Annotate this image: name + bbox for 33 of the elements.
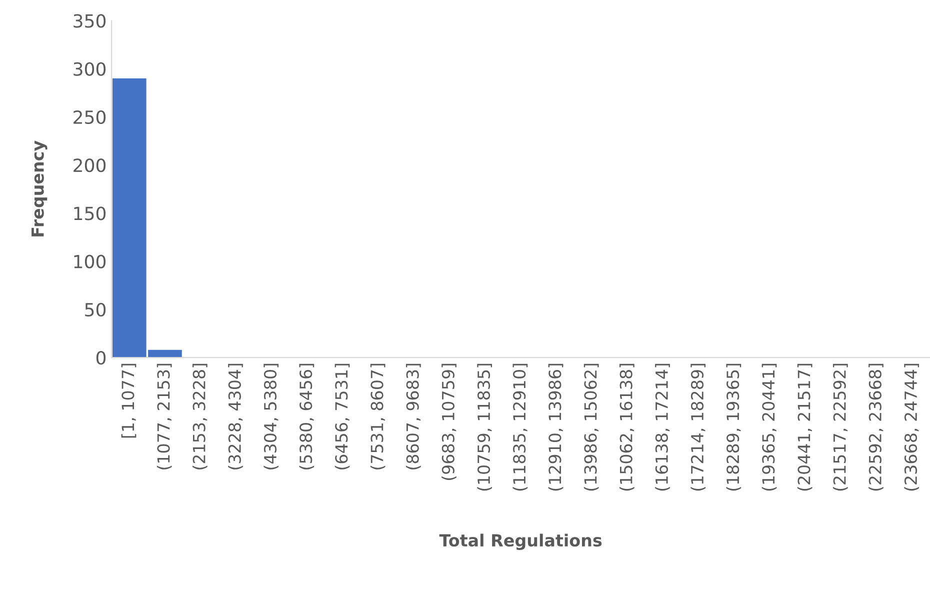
x-tick-label: (16138, 17214] <box>655 364 670 491</box>
y-tick-label: 350 <box>74 14 106 28</box>
x-tick-label: (10759, 11835] <box>477 364 492 491</box>
x-tick-label: (20441, 21517] <box>797 364 812 491</box>
x-tick-label: [1, 1077] <box>121 364 136 438</box>
y-tick-label: 0 <box>96 351 106 365</box>
x-tick-label: (7531, 8607] <box>370 364 386 470</box>
y-tick-label: 150 <box>74 206 106 220</box>
x-tick-label: (5380, 6456] <box>299 364 314 470</box>
x-tick-label: (18289, 19365] <box>726 364 742 491</box>
x-tick-label: (19365, 20441] <box>762 364 777 491</box>
y-tick-label: 200 <box>74 158 106 172</box>
y-tick-label: 50 <box>85 302 106 317</box>
x-axis-title: Total Regulations <box>439 534 602 550</box>
y-tick-label: 100 <box>74 254 106 268</box>
x-tick-label: (21517, 22592] <box>832 364 848 491</box>
x-tick-label: (17214, 18289] <box>690 364 706 491</box>
x-tick-label: (2153, 3228] <box>192 364 208 470</box>
x-tick-label: (3228, 4304] <box>228 364 243 470</box>
x-tick-label: (9683, 10759] <box>442 364 456 480</box>
x-tick-label: (11835, 12910] <box>512 364 528 491</box>
x-tick-label: (8607, 9683] <box>406 364 421 470</box>
y-tick-label: 250 <box>74 110 106 124</box>
x-tick-label: (15062, 16138] <box>619 364 634 491</box>
y-tick-label: 300 <box>74 62 106 76</box>
x-tick-label: (12910, 13986] <box>548 364 564 491</box>
x-tick-label: (22592, 23668] <box>868 364 884 491</box>
x-tick-label: (4304, 5380] <box>264 364 279 470</box>
y-axis-title: Frequency <box>32 140 48 236</box>
x-tick-label: (13986, 15062] <box>584 364 599 491</box>
x-tick-label: (1077, 2153] <box>156 364 172 470</box>
x-tick-label: (6456, 7531] <box>334 364 350 470</box>
x-tick-label: (23668, 24744] <box>904 364 920 491</box>
